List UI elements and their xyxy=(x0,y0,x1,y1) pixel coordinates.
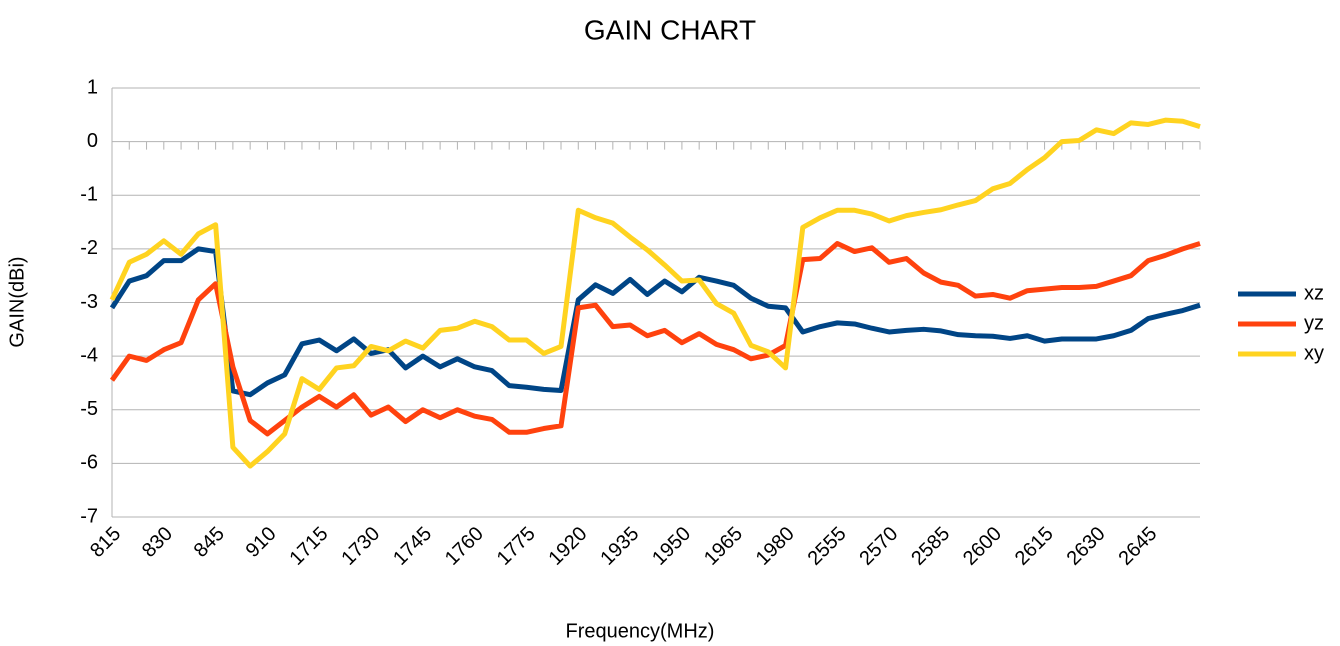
y-tick-label: -7 xyxy=(80,505,98,527)
y-tick-label: -3 xyxy=(80,291,98,313)
x-tick-label: 1965 xyxy=(700,523,747,570)
series-line xyxy=(109,246,1201,398)
series-line xyxy=(109,117,1201,469)
chart-title: GAIN CHART xyxy=(584,14,756,45)
x-tick-label: 815 xyxy=(86,523,125,562)
x-tick-label: 1980 xyxy=(752,523,799,570)
x-tick-label: 830 xyxy=(138,523,177,562)
legend-label: yz xyxy=(1304,312,1324,334)
legend-label: xy xyxy=(1304,342,1324,364)
y-tick-label: -4 xyxy=(80,344,98,366)
x-tick-label: 1950 xyxy=(648,523,695,570)
x-tick-label: 910 xyxy=(242,523,281,562)
x-tick-label: 2600 xyxy=(959,523,1006,570)
x-tick-label: 1775 xyxy=(493,523,540,570)
legend-label: xz xyxy=(1304,282,1324,304)
x-tick-label: 1760 xyxy=(441,523,488,570)
y-tick-label: -2 xyxy=(80,237,98,259)
x-tick-label: 1715 xyxy=(285,523,332,570)
x-tick-label: 1745 xyxy=(389,523,436,570)
x-tick-label: 2615 xyxy=(1011,523,1058,570)
x-tick-label: 2570 xyxy=(855,523,902,570)
y-tick-label: 1 xyxy=(87,76,98,98)
y-axis-label: GAIN(dBi) xyxy=(6,256,28,347)
x-tick-label: 1730 xyxy=(337,523,384,570)
x-tick-label: 2555 xyxy=(804,523,851,570)
x-tick-label: 1920 xyxy=(545,523,592,570)
y-tick-label: -1 xyxy=(80,184,98,206)
y-tick-label: -6 xyxy=(80,452,98,474)
x-tick-label: 2645 xyxy=(1114,523,1161,570)
x-tick-label: 2630 xyxy=(1063,523,1110,570)
x-tick-label: 2585 xyxy=(907,523,954,570)
x-tick-label: 1935 xyxy=(596,523,643,570)
x-tick-label: 845 xyxy=(190,523,229,562)
x-axis-label: Frequency(MHz) xyxy=(566,620,715,642)
y-tick-label: -5 xyxy=(80,398,98,420)
y-tick-label: 0 xyxy=(87,130,98,152)
